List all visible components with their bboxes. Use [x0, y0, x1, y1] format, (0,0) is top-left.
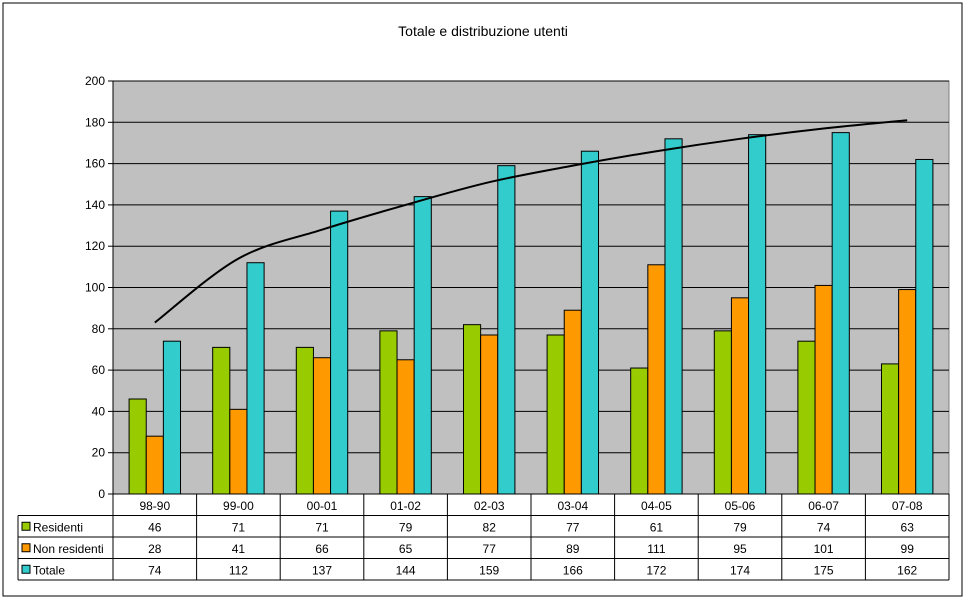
table-value: 77 [483, 542, 497, 556]
bar-totale [497, 165, 516, 495]
bar-residenti [713, 330, 732, 495]
bar-non-residenti [814, 284, 833, 495]
bar-totale [915, 158, 934, 495]
table-value: 99 [901, 542, 915, 556]
y-tick-label: 200 [85, 74, 105, 88]
table-value: 74 [148, 563, 162, 577]
x-tick-label: 04-05 [641, 499, 672, 513]
x-tick-label: 05-06 [725, 499, 756, 513]
legend-key [21, 521, 31, 531]
table-value: 61 [650, 520, 664, 534]
bar-totale [330, 210, 349, 495]
table-value: 71 [232, 520, 246, 534]
bar-totale [246, 262, 265, 495]
bar-residenti [630, 367, 649, 495]
x-tick-label: 98-90 [139, 499, 170, 513]
y-tick-label: 60 [92, 363, 106, 377]
table-value: 112 [229, 563, 248, 577]
y-tick-label: 160 [85, 157, 105, 171]
y-tick-label: 20 [92, 446, 106, 460]
table-value: 111 [647, 542, 666, 556]
legend-key [21, 564, 31, 574]
x-tick-label: 03-04 [557, 499, 588, 513]
bar-totale [748, 134, 767, 495]
legend-label: Non residenti [33, 542, 104, 556]
bar-residenti [212, 346, 231, 495]
table-value: 77 [566, 520, 580, 534]
x-tick-label: 00-01 [307, 499, 338, 513]
y-tick-label: 180 [85, 115, 105, 129]
table-value: 65 [399, 542, 413, 556]
y-tick-label: 40 [92, 404, 106, 418]
table-value: 162 [897, 563, 917, 577]
y-tick-label: 80 [92, 322, 106, 336]
table-value: 28 [148, 542, 162, 556]
bar-residenti [128, 398, 147, 495]
y-tick-label: 120 [85, 239, 105, 253]
legend-label: Residenti [33, 520, 83, 534]
bar-totale [664, 138, 683, 495]
table-value: 79 [399, 520, 413, 534]
legend-label: Totale [33, 563, 65, 577]
bar-non-residenti [312, 357, 332, 495]
table-value: 101 [814, 542, 834, 556]
y-tick-label: 100 [85, 281, 105, 295]
table-value: 137 [312, 563, 332, 577]
table-value: 175 [814, 563, 834, 577]
x-tick-label: 99-00 [223, 499, 254, 513]
bar-non-residenti [563, 309, 582, 495]
bar-totale [580, 150, 600, 495]
bar-non-residenti [145, 435, 164, 495]
table-value: 74 [817, 520, 831, 534]
bar-totale [413, 196, 432, 495]
bar-residenti [295, 346, 314, 495]
x-tick-label: 06-07 [808, 499, 839, 513]
bar-totale [162, 340, 182, 495]
table-value: 166 [563, 563, 583, 577]
bar-residenti [379, 330, 398, 495]
bar-residenti [797, 340, 816, 495]
bar-totale [831, 132, 850, 495]
bar-non-residenti [730, 297, 750, 495]
table-value: 46 [148, 520, 162, 534]
table-value: 63 [901, 520, 915, 534]
legend-key [21, 543, 31, 553]
bar-non-residenti [480, 334, 499, 495]
table-value: 95 [733, 542, 747, 556]
bar-non-residenti [396, 359, 415, 495]
table-value: 89 [566, 542, 580, 556]
table-value: 159 [479, 563, 499, 577]
table-value: 79 [733, 520, 747, 534]
y-tick-label: 140 [85, 198, 105, 212]
bar-residenti [880, 363, 900, 495]
chart-title: Totale e distribuzione utenti [398, 23, 568, 39]
table-value: 82 [483, 520, 497, 534]
bar-non-residenti [898, 289, 917, 495]
x-tick-label: 02-03 [474, 499, 505, 513]
table-value: 144 [396, 563, 416, 577]
bar-residenti [462, 324, 482, 495]
x-tick-label: 01-02 [390, 499, 421, 513]
bar-residenti [546, 334, 565, 495]
table-value: 66 [315, 542, 329, 556]
bar-non-residenti [647, 264, 666, 495]
table-value: 41 [232, 542, 246, 556]
table-value: 71 [315, 520, 329, 534]
y-tick-label: 0 [98, 487, 105, 501]
bar-non-residenti [229, 408, 248, 495]
trendline [154, 119, 908, 324]
table-value: 174 [730, 563, 750, 577]
x-tick-label: 07-08 [892, 499, 923, 513]
table-value: 172 [646, 563, 666, 577]
